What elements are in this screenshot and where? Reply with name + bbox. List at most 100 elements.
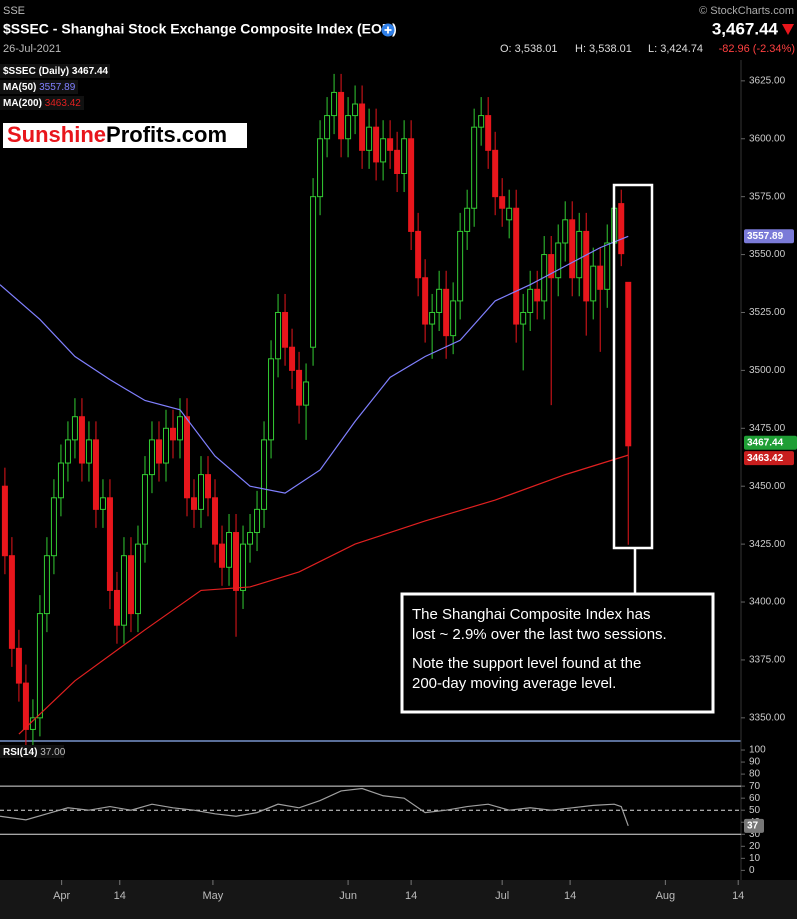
candle-body [625,281,632,447]
rsi-y-tick-label: 30 [749,829,761,840]
candle-body [99,497,106,510]
high-label: H: 3,538.01 [575,43,632,55]
logo-part: Profits.com [106,122,227,147]
candle-body [359,103,366,151]
candle-body [191,497,198,510]
candle-body [583,230,590,302]
candle-body [478,115,485,128]
candle-body [317,138,324,198]
legend-ma50-value: 3557.89 [39,82,76,93]
candle-body [520,311,527,325]
low-label: L: 3,424.74 [648,43,703,55]
candle-body [226,532,233,568]
candle-body [15,647,22,684]
legend-ma200: MA(200) 3463.42 [3,98,81,109]
date: 26-Jul-2021 [3,43,61,55]
price-badge-label: 3557.89 [747,231,784,242]
candle-body [184,416,191,499]
candle-body [443,288,450,337]
candle-body [282,311,289,348]
annotation-line: 200-day moving average level. [412,675,616,692]
line [0,787,629,827]
candle-body [548,254,555,279]
candle-body [352,103,359,117]
candle-body [499,196,506,209]
candle-body [43,555,50,615]
source: © StockCharts.com [699,5,794,17]
candle-body [127,555,134,615]
legend-bg [0,96,84,110]
legend-bg [0,64,110,78]
rsi-y-tick-label: 60 [749,793,761,804]
candle-body [492,149,499,198]
candle-body [394,149,401,174]
legend-main: $SSEC (Daily) 3467.44 [3,66,109,77]
candle-body [604,242,611,290]
candle-body [562,219,569,244]
candle-body [303,381,310,406]
legend-ma200-name: MA(200) [3,98,42,109]
candle-body [205,474,212,499]
candle-body [275,311,282,360]
candle-body [513,207,520,325]
candle-body [289,346,296,371]
candle-body [576,230,583,279]
candle-body [345,115,352,140]
rsi-y-tick-label: 70 [749,781,761,792]
price-badge [744,435,797,450]
candle-body [464,207,471,232]
legend-bg [0,80,78,94]
legend-ma50: MA(50) 3557.89 [3,82,76,93]
x-tick-label: Jun [339,890,357,902]
candle-body [155,439,162,464]
x-tick-label: Jul [495,890,509,902]
candle-body [113,589,120,626]
candle-body [134,543,141,615]
candle-body [618,203,625,255]
change-label: -82.96 (-2.34%) [719,43,795,55]
candle-body [506,207,513,221]
annotation-line: Note the support level found at the [412,655,641,672]
rsi-y-tick-label: 90 [749,757,761,768]
price-panel: 3350.00 3375.00 3400.00 3425.00 3450.00 3475.… [0,73,786,902]
x-tick-label: May [203,890,224,902]
annotation-line: lost ~ 2.9% over the last two sessions. [412,626,667,643]
candle-body [429,311,436,325]
candle-body [198,474,205,510]
candle-body [485,115,492,151]
candle-body [597,265,604,290]
candle-body [261,439,268,510]
price-badge [744,818,764,833]
y-tick-label: 3475.00 [749,423,786,434]
candle-body [331,91,338,117]
y-tick-label: 3375.00 [749,655,786,666]
candle-body [169,427,176,441]
candle-body [527,288,534,313]
y-tick-label: 3550.00 [749,249,786,260]
candle-body [373,126,380,163]
overlays: $SSEC (Daily) 3467.44 MA(50) 3557.89 MA(… [0,64,797,833]
candle-body [569,219,576,279]
candle-body [590,265,597,302]
legend-ma200-value: 3463.42 [45,98,82,109]
candle-body [71,416,78,441]
candle-body [36,613,43,719]
date-strip [0,880,797,919]
y-tick-label: 3425.00 [749,539,786,550]
x-tick-label: 14 [564,890,576,902]
y-tick-label: 3400.00 [749,597,786,608]
x-tick-label: 14 [405,890,417,902]
candle-body [141,474,148,545]
price-badge-label: 3467.44 [747,437,784,448]
candle-body [338,91,345,140]
candle-body [254,508,261,534]
legend-ma50-name: MA(50) [3,82,36,93]
last-price: 3,467.44 [712,19,779,38]
y-tick-label: 3625.00 [749,75,786,86]
candle-body [162,427,169,464]
rsi-y-tick-label: 20 [749,841,761,852]
annotation-box [400,592,715,714]
x-tick-label: 14 [732,890,744,902]
